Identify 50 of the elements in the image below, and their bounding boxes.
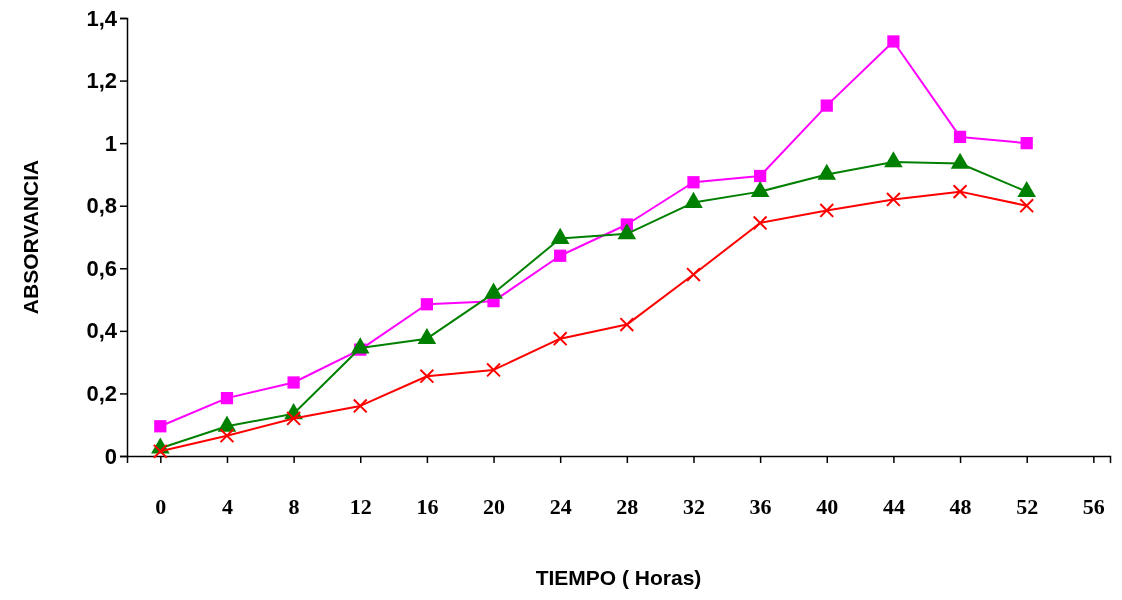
point xyxy=(1019,198,1035,214)
y-tick-label: 1 xyxy=(104,130,117,156)
point xyxy=(154,420,167,433)
point xyxy=(953,130,967,144)
point xyxy=(752,215,768,231)
point xyxy=(619,317,635,333)
point xyxy=(287,376,300,389)
x-tick-label: 4 xyxy=(221,494,233,520)
point xyxy=(152,443,168,459)
y-axis-title: ABSORVANCIA xyxy=(19,159,42,315)
x-tick-label: 40 xyxy=(816,494,839,520)
y-tick-label: 1,2 xyxy=(86,68,117,94)
point xyxy=(885,192,901,207)
point xyxy=(420,298,434,311)
x-tick-label: 36 xyxy=(749,494,772,520)
point xyxy=(552,331,568,347)
y-tick-label: 0,2 xyxy=(86,380,117,406)
point xyxy=(687,176,700,189)
x-tick-label: 12 xyxy=(349,494,372,520)
x-tick-label: 28 xyxy=(616,494,639,520)
x-tick-label: 44 xyxy=(882,494,905,520)
y-tick-label: 0,8 xyxy=(86,193,117,219)
y-tick-label: 0 xyxy=(104,443,117,469)
x-tick-label: 16 xyxy=(416,494,439,520)
x-tick-label: 52 xyxy=(1016,494,1039,520)
point xyxy=(220,392,234,405)
x-tick-label: 32 xyxy=(682,494,705,520)
point xyxy=(887,35,900,48)
x-tick-label: 24 xyxy=(549,494,572,520)
point xyxy=(820,99,833,112)
point xyxy=(486,362,501,378)
y-tick-label: 0,4 xyxy=(86,318,118,344)
x-tick-label: 20 xyxy=(483,494,506,520)
point xyxy=(952,184,968,200)
x-tick-label: 8 xyxy=(288,494,300,520)
point xyxy=(554,249,567,262)
point xyxy=(819,202,835,218)
point xyxy=(686,267,701,282)
y-tick-label: 0,6 xyxy=(86,255,117,281)
x-tick-label: 56 xyxy=(1082,494,1105,520)
x-axis-title: TIEMPO ( Horas) xyxy=(535,566,702,589)
point xyxy=(1020,137,1033,150)
point xyxy=(352,398,368,414)
x-tick-label: 48 xyxy=(949,494,972,520)
point xyxy=(753,169,767,183)
x-tick-label: 0 xyxy=(155,494,167,520)
point xyxy=(219,428,235,444)
y-tick-label: 1,4 xyxy=(86,5,118,31)
point xyxy=(419,368,435,384)
point xyxy=(286,411,302,426)
